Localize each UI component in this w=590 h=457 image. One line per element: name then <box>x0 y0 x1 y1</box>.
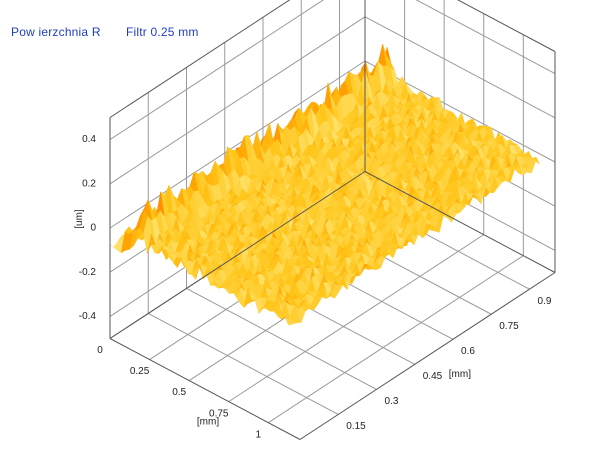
surface-facet <box>284 317 294 326</box>
back-wall-gridline <box>109 16 366 185</box>
x-tick-label: 1 <box>256 429 262 440</box>
z-tick-label: 0 <box>90 223 96 234</box>
chart-title: Pow ierzchnia R <box>11 25 101 39</box>
x-axis-title: [mm] <box>197 417 219 428</box>
floor-gridline <box>186 287 377 390</box>
x-axis-line <box>109 338 301 440</box>
box-edge <box>109 171 366 339</box>
surface-layer <box>109 44 540 326</box>
x-tick-label: 0.75 <box>209 408 229 419</box>
filter-label: Filtr 0.25 mm <box>126 25 199 39</box>
x-tick-label: 0 <box>97 345 103 356</box>
floor-gridline <box>148 313 339 415</box>
y-tick-label: 0.9 <box>538 296 552 307</box>
back-wall-gridline <box>109 0 325 141</box>
floor-gridline <box>268 255 524 424</box>
label-layer: -0.4 -0.2 0 0.2 0.4 0 0.25 0.5 0.75 1 0.15 0.3 0.45 0… <box>74 134 552 440</box>
y-tick-label: 0.6 <box>461 346 475 357</box>
axes-layer <box>109 0 556 440</box>
x-tick-label: 0.25 <box>130 366 150 377</box>
x-tick-label: 0.5 <box>172 387 186 398</box>
z-tick-label: -0.4 <box>79 311 97 322</box>
z-tick-label: 0.4 <box>82 134 96 145</box>
box-edge <box>109 0 291 118</box>
y-tick-label: 0.15 <box>346 421 366 432</box>
y-tick-label: 0.3 <box>385 396 399 407</box>
y-axis-title: [mm] <box>449 369 471 380</box>
y-axis-line <box>299 272 556 440</box>
z-tick-label: 0.2 <box>82 178 96 189</box>
side-wall-gridline <box>415 0 556 75</box>
back-wall-gridline <box>109 60 366 229</box>
y-tick-label: 0.45 <box>423 371 443 382</box>
z-axis-title: [um] <box>74 209 85 229</box>
z-tick-label: -0.2 <box>79 267 97 278</box>
floor-gridline <box>228 234 485 403</box>
box-edge <box>364 171 556 273</box>
box-edge <box>457 0 556 52</box>
y-tick-label: 0.75 <box>499 321 519 332</box>
side-wall-gridline <box>364 16 556 119</box>
